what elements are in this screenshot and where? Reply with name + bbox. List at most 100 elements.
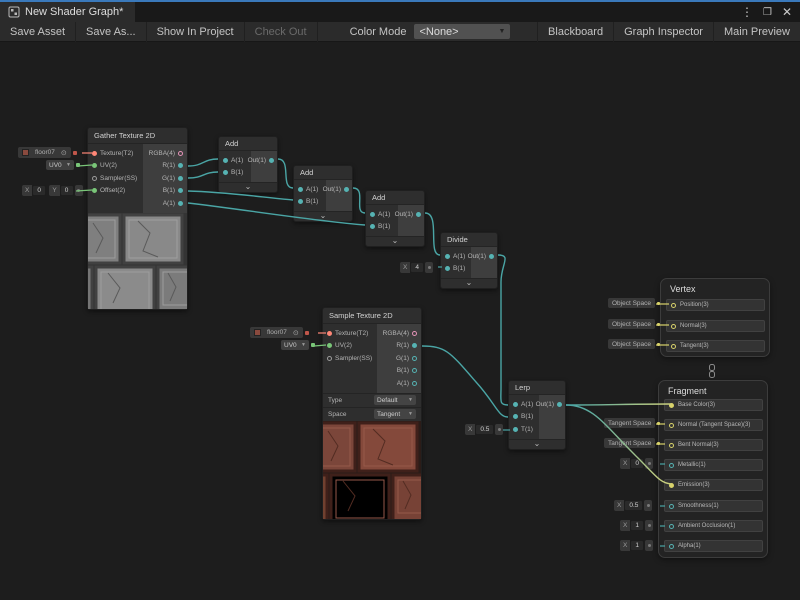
collapse-chevron-icon[interactable]: ⌄ — [366, 236, 424, 246]
ambient-occlusion-value[interactable]: 1 — [630, 520, 645, 531]
port-stub-button[interactable] — [645, 540, 654, 551]
blackboard-button[interactable]: Blackboard — [537, 21, 613, 42]
node-divide[interactable]: Divide A(1) B(1) Out(1) ⌄ — [440, 232, 498, 289]
alpha-value[interactable]: 1 — [630, 540, 645, 551]
vertex-block[interactable]: Vertex Position(3) Normal(3) Tangent(3) — [660, 278, 770, 357]
lerp-t-default-field[interactable]: X 0.5 — [465, 424, 504, 435]
node-title[interactable]: Divide — [441, 233, 497, 247]
output-port[interactable] — [344, 186, 349, 192]
input-port[interactable] — [669, 503, 674, 509]
offset-x-value[interactable]: 0 — [32, 185, 47, 196]
menu-kebab-icon[interactable]: ⋮ — [740, 5, 753, 19]
smoothness-value[interactable]: 0.5 — [624, 500, 644, 511]
output-port[interactable] — [178, 188, 183, 194]
sample-uv-channel-dropdown[interactable]: UV0 ▼ — [281, 340, 315, 350]
vertex-tangent-row[interactable]: Tangent(3) — [666, 340, 765, 352]
graph-inspector-button[interactable]: Graph Inspector — [613, 21, 713, 42]
node-title[interactable]: Add — [366, 191, 424, 205]
input-port[interactable] — [669, 523, 674, 529]
input-port[interactable] — [671, 302, 676, 308]
input-port[interactable] — [298, 199, 303, 205]
input-port[interactable] — [669, 402, 674, 408]
output-port[interactable] — [269, 157, 274, 163]
fragment-emission-row[interactable]: Emission(3) — [664, 479, 763, 491]
type-dropdown[interactable]: Default ▼ — [374, 395, 416, 405]
input-port[interactable] — [92, 163, 97, 169]
node-title[interactable]: Add — [219, 137, 277, 151]
input-port[interactable] — [327, 355, 332, 361]
node-sample-texture-2d[interactable]: Sample Texture 2D Texture(T2) UV(2) Samp… — [322, 307, 422, 520]
input-port[interactable] — [223, 157, 228, 163]
input-port[interactable] — [513, 426, 518, 432]
sample-texture-object-field[interactable]: floor07 ⊙ — [250, 327, 309, 338]
input-port[interactable] — [298, 186, 303, 192]
output-port[interactable] — [412, 380, 417, 386]
collapse-chevron-icon[interactable]: ⌄ — [509, 438, 565, 449]
vertex-position-row[interactable]: Position(3) — [666, 299, 765, 311]
input-port[interactable] — [513, 414, 518, 420]
input-port[interactable] — [669, 482, 674, 488]
node-add-1[interactable]: Add A(1) B(1) Out(1) ⌄ — [218, 136, 278, 193]
fragment-normal-row[interactable]: Normal (Tangent Space)(3) — [664, 419, 763, 431]
collapse-chevron-icon[interactable]: ⌄ — [441, 278, 497, 288]
output-port[interactable] — [178, 150, 183, 156]
object-picker-icon[interactable]: ⊙ — [60, 149, 67, 157]
input-port[interactable] — [671, 343, 676, 349]
smoothness-default-field[interactable]: X 0.5 — [614, 500, 653, 511]
input-port[interactable] — [671, 323, 676, 329]
fragment-block[interactable]: Fragment Base Color(3) Normal (Tangent S… — [658, 380, 768, 558]
node-add-2[interactable]: Add A(1) B(1) Out(1) ⌄ — [293, 165, 353, 222]
output-port[interactable] — [178, 163, 183, 169]
maximize-icon[interactable]: ❐ — [762, 6, 772, 18]
tab-new-shader-graph[interactable]: New Shader Graph* — [0, 2, 136, 22]
lerp-t-value[interactable]: 0.5 — [475, 424, 495, 435]
input-port[interactable] — [223, 170, 228, 176]
output-port[interactable] — [416, 211, 421, 217]
space-dropdown[interactable]: Tangent ▼ — [374, 409, 416, 419]
fragment-ambient-occlusion-row[interactable]: Ambient Occlusion(1) — [664, 520, 763, 532]
output-port[interactable] — [412, 355, 417, 361]
show-in-project-button[interactable]: Show In Project — [147, 21, 245, 42]
gather-uv-channel-dropdown[interactable]: UV0 ▼ — [46, 160, 80, 170]
input-port[interactable] — [669, 422, 674, 428]
fragment-base-color-row[interactable]: Base Color(3) — [664, 399, 763, 411]
close-icon[interactable]: ✕ — [781, 5, 792, 19]
input-port[interactable] — [445, 266, 450, 272]
node-title[interactable]: Gather Texture 2D — [88, 128, 187, 144]
input-port[interactable] — [513, 401, 518, 407]
input-port[interactable] — [92, 175, 97, 181]
input-port[interactable] — [327, 343, 332, 349]
output-port[interactable] — [178, 175, 183, 181]
input-port[interactable] — [370, 224, 375, 230]
fragment-alpha-row[interactable]: Alpha(1) — [664, 540, 763, 552]
output-port[interactable] — [412, 368, 417, 374]
input-port[interactable] — [92, 150, 97, 156]
fragment-smoothness-row[interactable]: Smoothness(1) — [664, 500, 763, 512]
input-port[interactable] — [92, 188, 97, 194]
port-stub-button[interactable] — [645, 458, 654, 469]
node-lerp[interactable]: Lerp A(1) B(1) T(1) Out(1) ⌄ — [508, 380, 566, 450]
node-title[interactable]: Lerp — [509, 381, 565, 395]
save-asset-button[interactable]: Save Asset — [0, 21, 77, 42]
input-port[interactable] — [445, 253, 450, 259]
collapse-chevron-icon[interactable]: ⌄ — [294, 211, 352, 221]
gather-texture-object-field[interactable]: floor07 ⊙ — [18, 147, 77, 158]
node-add-3[interactable]: Add A(1) B(1) Out(1) ⌄ — [365, 190, 425, 247]
port-stub-button[interactable] — [644, 500, 653, 511]
node-gather-texture-2d[interactable]: Gather Texture 2D Texture(T2) UV(2) Samp… — [87, 127, 188, 310]
input-port[interactable] — [370, 211, 375, 217]
input-port[interactable] — [327, 330, 332, 336]
port-stub-button[interactable] — [74, 185, 83, 196]
port-stub-button[interactable] — [495, 424, 504, 435]
node-title[interactable]: Sample Texture 2D — [323, 308, 421, 324]
port-stub-button[interactable] — [425, 262, 434, 273]
collapse-chevron-icon[interactable]: ⌄ — [219, 182, 277, 192]
color-mode-dropdown[interactable]: <None> ▼ — [414, 24, 511, 39]
input-port[interactable] — [669, 462, 674, 468]
metallic-value[interactable]: 0 — [630, 458, 645, 469]
output-port[interactable] — [412, 330, 417, 336]
output-port[interactable] — [412, 343, 417, 349]
